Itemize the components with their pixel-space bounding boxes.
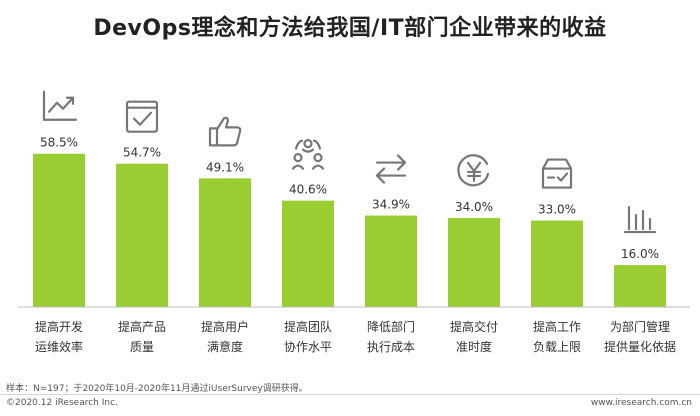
value-label-2: 54.7% — [123, 146, 161, 160]
value-label-1: 58.5% — [40, 136, 78, 150]
category-label-1-line-1: 提高开发 — [35, 319, 83, 334]
value-label-4: 40.6% — [289, 183, 327, 197]
bar-8 — [614, 265, 666, 307]
category-label-7-line-2: 负载上限 — [533, 340, 581, 354]
bar-3 — [199, 178, 251, 307]
bar-chart: 58.5% 54.7% 49.1% 40.6% 34.9% 34.0% 33.0% 16.0%… — [18, 90, 690, 354]
bar-chart-icon — [623, 205, 657, 234]
checkbox-icon — [125, 100, 159, 133]
category-label-1-line-2: 运维效率 — [35, 339, 83, 354]
bar-4 — [282, 200, 334, 307]
copyright-text: ©2020.12 iResearch Inc. — [6, 398, 118, 408]
category-label-6-line-2: 准时度 — [456, 339, 492, 354]
bar-5 — [365, 215, 417, 307]
bar-2 — [116, 163, 168, 307]
inbox-check-icon — [541, 158, 573, 189]
bar-1 — [33, 153, 85, 307]
category-label-3-line-2: 满意度 — [207, 339, 243, 354]
trend-chart-icon — [42, 90, 78, 121]
category-label-8-line-2: 提供量化依据 — [604, 339, 676, 354]
icons-group — [42, 90, 657, 234]
exchange-arrows-icon — [375, 154, 407, 184]
category-label-5-line-2: 执行成本 — [367, 340, 415, 354]
category-label-4-line-2: 协作水平 — [284, 339, 332, 354]
value-label-3: 49.1% — [206, 160, 244, 174]
yen-coin-icon — [457, 154, 490, 187]
value-label-5: 34.9% — [372, 198, 410, 212]
value-label-7: 33.0% — [538, 203, 576, 217]
value-label-6: 34.0% — [455, 200, 493, 214]
category-label-6-line-1: 提高交付 — [450, 319, 498, 334]
category-label-4-line-1: 提高团队 — [284, 319, 332, 334]
category-label-7-line-1: 提高工作 — [533, 319, 581, 334]
website-text: www.iresearch.com.cn — [590, 398, 692, 408]
thumbs-up-icon — [208, 116, 242, 147]
sample-note: 样本：N=197；于2020年10月-2020年11月通过iUserSurvey… — [6, 384, 308, 394]
category-label-2-line-2: 质量 — [130, 340, 154, 354]
footer-divider — [0, 394, 700, 395]
category-label-5-line-1: 降低部门 — [367, 319, 415, 334]
chart-title: DevOps理念和方法给我国/IT部门企业带来的收益 — [93, 16, 607, 41]
team-cycle-icon — [291, 139, 325, 170]
bar-7 — [531, 220, 583, 307]
category-label-2-line-1: 提高产品 — [118, 319, 166, 334]
value-label-8: 16.0% — [621, 247, 659, 261]
category-label-8-line-1: 为部门管理 — [610, 319, 670, 334]
bar-6 — [448, 217, 500, 307]
bars-group: 58.5% 54.7% 49.1% 40.6% 34.9% 34.0% 33.0% 16.0% — [33, 136, 666, 307]
category-label-3-line-1: 提高用户 — [201, 319, 249, 334]
